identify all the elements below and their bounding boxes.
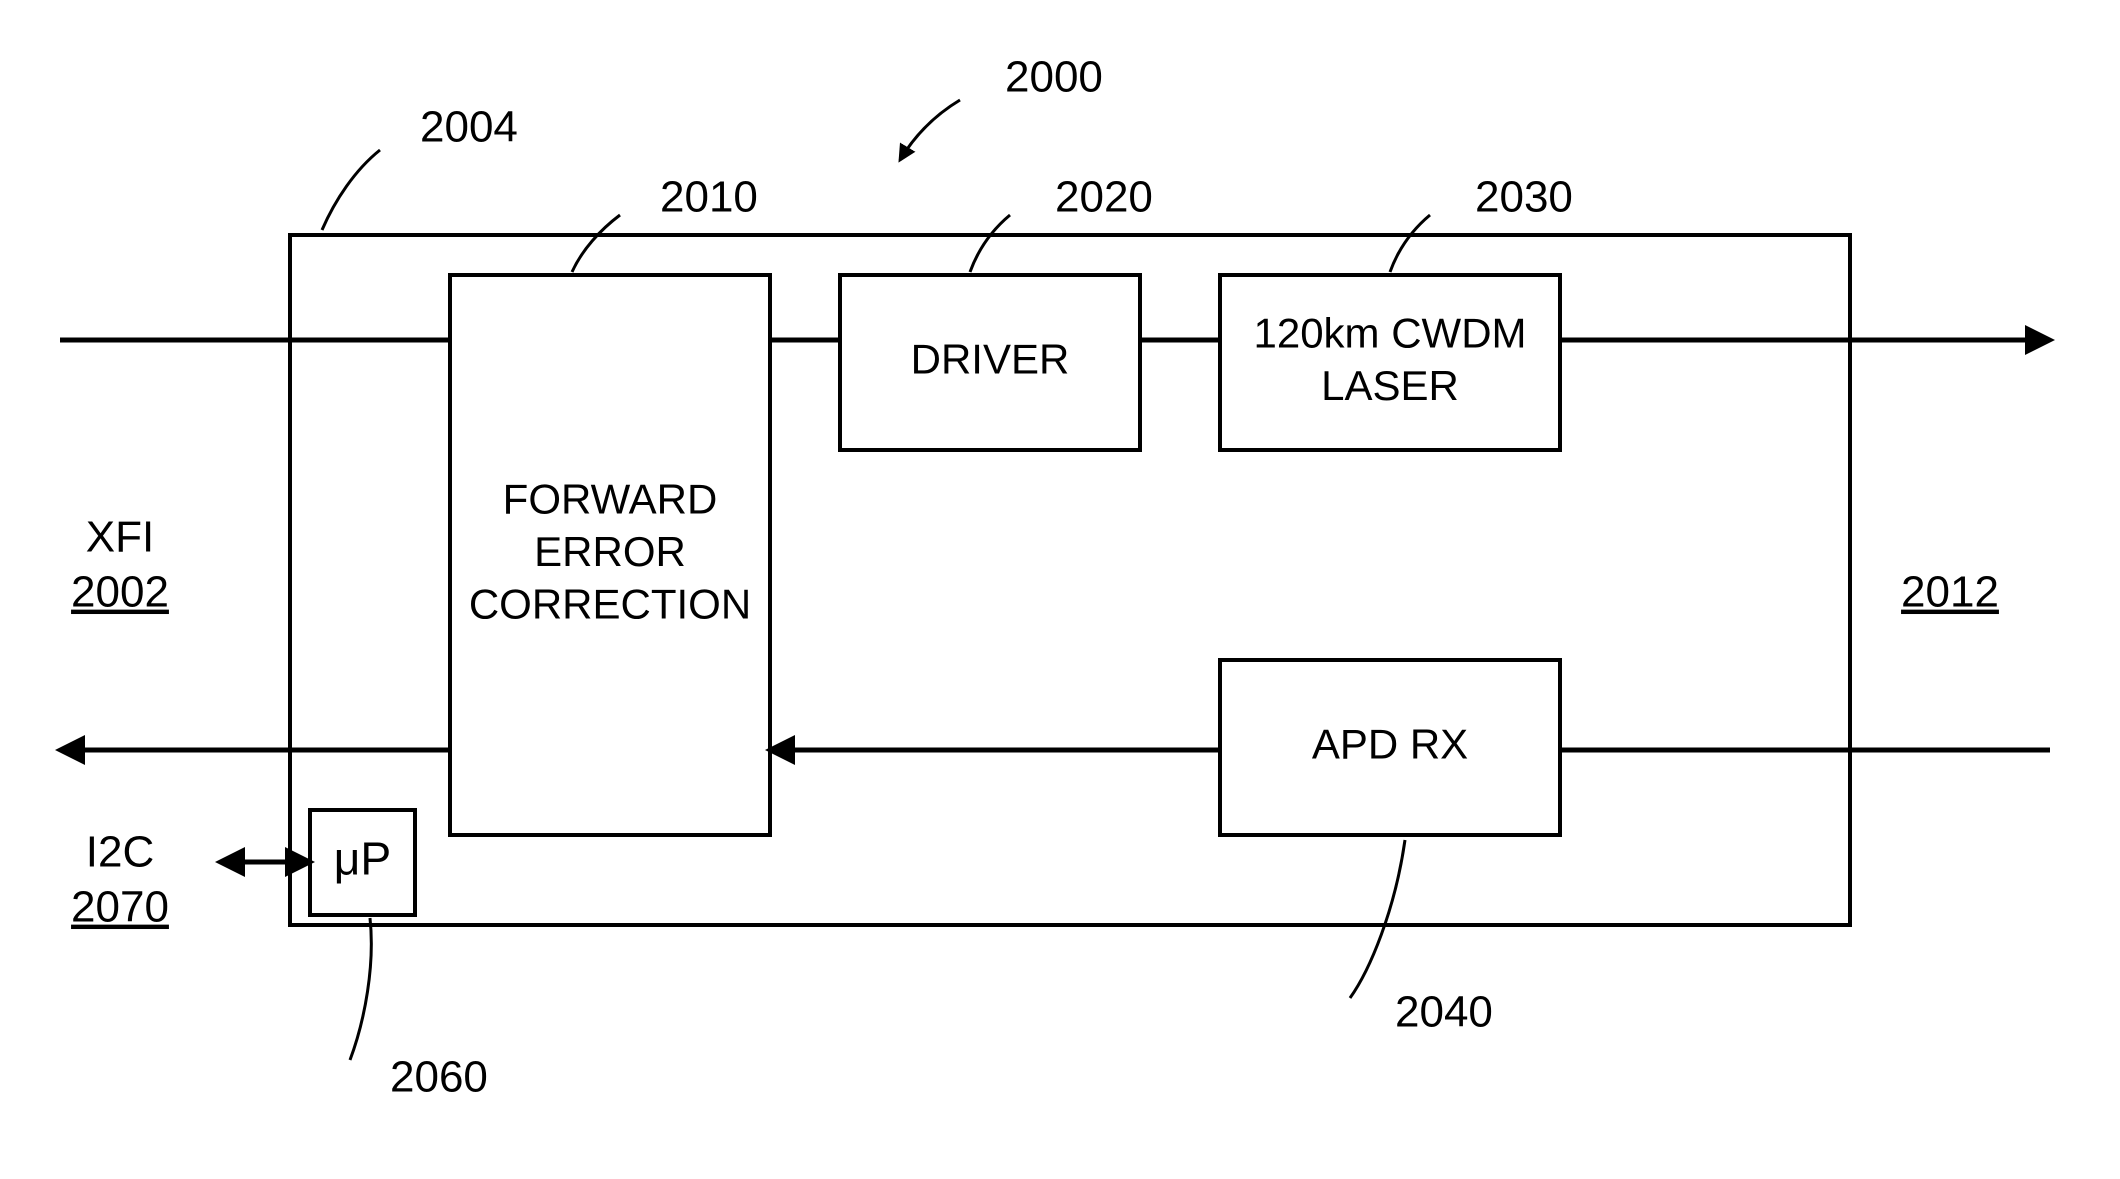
ref-2002: 2002 <box>71 568 169 617</box>
xfi-label: XFI <box>86 513 154 562</box>
c2010-leader <box>572 215 620 272</box>
c2030-leader <box>1390 215 1430 272</box>
c2040-text: 2040 <box>1395 988 1493 1037</box>
i2c-label: I2C <box>86 828 154 877</box>
c2020-text: 2020 <box>1055 173 1153 222</box>
c2000-text: 2000 <box>1005 53 1103 102</box>
c2030-text: 2030 <box>1475 173 1573 222</box>
laser-label-line: LASER <box>1321 362 1459 409</box>
driver-label-line: DRIVER <box>911 336 1070 383</box>
laser-label-line: 120km CWDM <box>1253 309 1526 356</box>
c2004-text: 2004 <box>420 103 518 152</box>
ref-2070: 2070 <box>71 883 169 932</box>
fec-label-line: CORRECTION <box>469 581 751 628</box>
fec-label-line: FORWARD <box>503 476 718 523</box>
c2040-leader <box>1350 840 1405 998</box>
c2000-leader <box>900 100 960 160</box>
c2010-text: 2010 <box>660 173 758 222</box>
c2004-leader <box>322 150 380 230</box>
c2020-leader <box>970 215 1010 272</box>
fec-label-line: ERROR <box>534 528 686 575</box>
c2060-text: 2060 <box>390 1053 488 1102</box>
c2060-leader <box>350 918 371 1060</box>
up-label-line: μP <box>334 833 391 885</box>
ref-2012: 2012 <box>1901 568 1999 617</box>
apdrx-label-line: APD RX <box>1312 721 1468 768</box>
